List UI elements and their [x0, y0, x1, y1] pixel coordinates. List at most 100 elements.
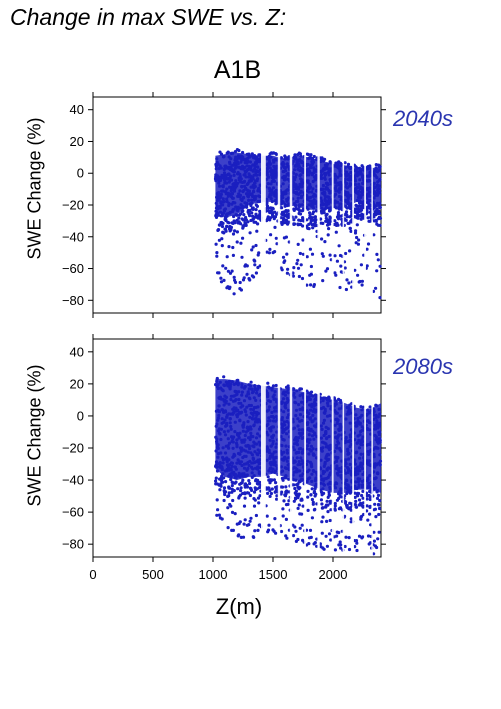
data-point — [243, 438, 247, 442]
data-point — [297, 492, 301, 496]
data-point — [333, 431, 337, 435]
data-point — [311, 202, 315, 206]
data-point — [307, 468, 311, 472]
data-point — [327, 490, 331, 495]
data-point — [377, 424, 381, 428]
data-point — [258, 264, 262, 268]
data-point — [357, 534, 362, 538]
data-point — [310, 216, 314, 220]
data-point — [378, 190, 382, 195]
data-point — [356, 472, 360, 476]
data-point — [306, 495, 310, 499]
data-point — [219, 451, 223, 455]
data-point — [358, 279, 362, 284]
data-point — [335, 446, 339, 450]
data-point — [300, 512, 304, 516]
data-point — [308, 397, 312, 401]
data-point — [225, 255, 229, 259]
data-point — [281, 255, 286, 259]
streak-gap — [317, 340, 320, 556]
data-point — [258, 195, 262, 199]
data-point — [228, 185, 232, 189]
data-point — [377, 530, 381, 534]
data-point — [357, 238, 361, 242]
data-point — [354, 229, 358, 233]
data-point — [284, 191, 288, 195]
data-point — [237, 206, 241, 210]
data-point — [222, 403, 226, 407]
data-point — [301, 406, 305, 410]
data-point — [255, 391, 259, 395]
data-point — [360, 413, 364, 417]
data-point — [284, 457, 288, 461]
page-title: Change in max SWE vs. Z: — [10, 4, 287, 30]
data-point — [249, 384, 253, 388]
y-tick-label: 0 — [77, 408, 84, 423]
data-point — [217, 404, 221, 408]
data-point — [356, 216, 360, 220]
data-point — [274, 445, 278, 449]
period-label-2080s: 2080s — [393, 354, 453, 379]
data-point — [328, 518, 332, 523]
data-point — [309, 463, 314, 467]
y-tick-label: −80 — [62, 293, 84, 308]
data-point — [268, 438, 272, 442]
data-point — [282, 450, 286, 454]
data-point — [239, 177, 243, 181]
data-point — [357, 491, 361, 496]
data-point — [229, 424, 233, 429]
data-point — [310, 252, 315, 256]
data-point — [340, 425, 344, 429]
data-point — [299, 400, 304, 404]
data-point — [240, 198, 244, 203]
data-point — [274, 450, 278, 454]
data-point — [374, 435, 378, 439]
streak-gap — [304, 340, 306, 556]
data-point — [221, 197, 225, 201]
data-point — [239, 460, 244, 464]
data-point — [355, 198, 359, 203]
data-point — [297, 187, 301, 191]
streak-gap — [352, 98, 354, 312]
data-point — [310, 479, 314, 483]
data-point — [223, 451, 228, 455]
data-point — [313, 221, 317, 225]
data-point — [229, 504, 233, 508]
streak-gap — [331, 340, 334, 556]
data-point — [366, 408, 370, 412]
data-point — [298, 209, 302, 213]
data-point — [311, 160, 316, 164]
data-point — [368, 485, 372, 489]
data-point — [252, 396, 256, 400]
data-point — [309, 449, 313, 453]
data-point — [306, 508, 310, 512]
data-point — [359, 208, 364, 212]
data-point — [252, 474, 256, 478]
data-point — [295, 262, 299, 266]
data-point — [307, 190, 311, 194]
data-point — [306, 162, 310, 167]
data-point — [249, 516, 253, 520]
data-point — [338, 506, 342, 510]
data-point — [309, 535, 313, 540]
x-axis-label: Z(m) — [215, 594, 263, 619]
data-point — [343, 266, 347, 270]
data-point — [217, 410, 221, 414]
data-point — [228, 162, 232, 166]
data-point — [306, 196, 310, 200]
data-point — [356, 273, 360, 277]
data-point — [298, 251, 302, 256]
data-point — [247, 523, 251, 527]
data-point — [312, 198, 316, 202]
data-point — [368, 405, 372, 409]
data-point — [284, 466, 289, 471]
data-point — [321, 183, 325, 188]
data-point — [215, 469, 220, 473]
data-point — [367, 411, 371, 415]
data-point — [334, 206, 338, 210]
data-point — [339, 470, 343, 474]
data-point — [343, 166, 347, 170]
data-point — [267, 175, 271, 179]
data-point — [232, 411, 236, 415]
data-point — [218, 488, 222, 492]
